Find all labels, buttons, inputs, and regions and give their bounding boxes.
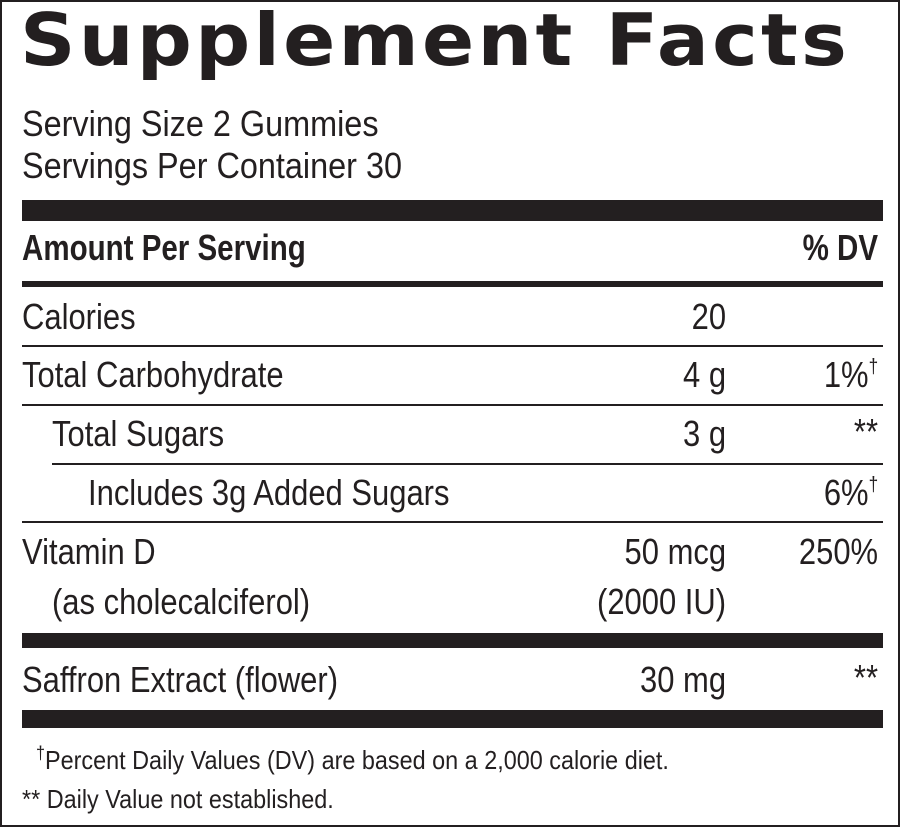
header-divider [22, 281, 883, 287]
footnote-star-text: Daily Value not established. [46, 784, 334, 814]
row-saffron-extract-dv: ** [853, 657, 878, 698]
row-vitamin-d-form: (as cholecalciferol) [52, 581, 311, 622]
row-divider [22, 345, 883, 347]
row-divider [22, 521, 883, 523]
row-total-carbohydrate-dv: 1%† [823, 354, 878, 395]
dv-header: % DV [802, 227, 878, 268]
row-total-sugars-dv: ** [853, 411, 878, 452]
amount-per-serving-header: Amount Per Serving [22, 227, 306, 268]
row-added-sugars-name: Includes 3g Added Sugars [88, 472, 450, 513]
footnote-not-established: ** Daily Value not established. [22, 786, 334, 812]
row-total-sugars-name: Total Sugars [52, 413, 225, 454]
footnote-dv-text: Percent Daily Values (DV) are based on a… [45, 745, 669, 775]
dagger-mark: † [868, 474, 878, 496]
row-total-carbohydrate-amount: 4 g [682, 354, 726, 395]
thick-divider-bottom [22, 710, 883, 728]
row-calories-amount: 20 [691, 296, 726, 337]
row-calories-name: Calories [22, 296, 136, 337]
row-vitamin-d-amount-iu: (2000 IU) [596, 581, 726, 622]
row-total-sugars-amount: 3 g [682, 413, 726, 454]
row-added-sugars-dv: 6%† [823, 472, 878, 513]
row-vitamin-d-dv: 250% [798, 531, 878, 572]
servings-per-container: Servings Per Container 30 [22, 145, 403, 186]
thick-divider-middle [22, 633, 883, 648]
thick-divider-top [22, 200, 883, 221]
footnote-star-mark: ** [22, 784, 41, 814]
row-vitamin-d-amount: 50 mcg [624, 531, 726, 572]
row-saffron-extract-amount: 30 mg [639, 659, 726, 700]
row-divider [52, 463, 883, 465]
serving-size: Serving Size 2 Gummies [22, 103, 379, 144]
footnote-dagger-mark: † [36, 743, 46, 763]
row-saffron-extract-name: Saffron Extract (flower) [22, 659, 339, 700]
row-divider [22, 404, 883, 406]
dagger-mark: † [868, 356, 878, 378]
row-vitamin-d-name: Vitamin D [22, 531, 156, 572]
footnote-dv: †Percent Daily Values (DV) are based on … [36, 744, 669, 773]
row-total-carbohydrate-name: Total Carbohydrate [22, 354, 284, 395]
panel-title: Supplement Facts [20, 0, 851, 82]
